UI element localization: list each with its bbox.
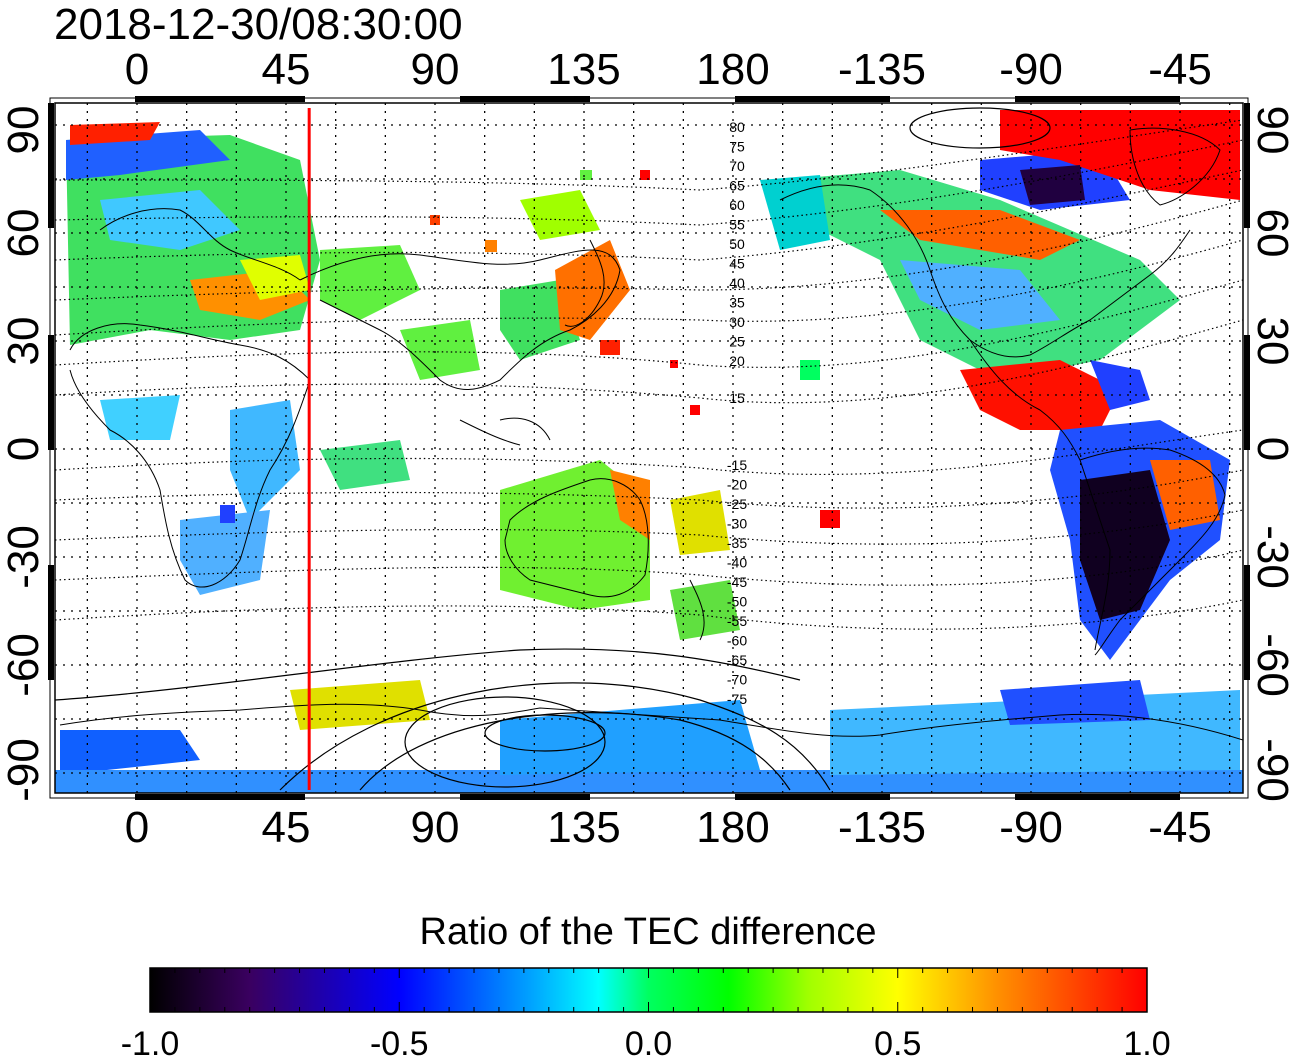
contour-label: -70 [727, 672, 747, 688]
top-lon-label: -90 [999, 45, 1063, 94]
lat-right-label: 90 [1248, 105, 1296, 155]
lat-right-label: -30 [1248, 525, 1296, 589]
contour-label: 70 [729, 158, 745, 174]
bot-lon-label: 90 [410, 803, 460, 852]
contour-label: 35 [729, 295, 745, 311]
lat-right-label: 30 [1248, 316, 1296, 366]
bot-lon-label: 180 [696, 803, 770, 852]
lat-left-label: 0 [0, 436, 48, 462]
bot-lon-label: 135 [547, 803, 621, 852]
contour-label: 50 [729, 236, 745, 252]
contour-label: -40 [727, 555, 747, 571]
contour-labels-south: -15 -20 -25 -30 -35 -40 -45 -50 -55 -60 -65 -70 -75 [727, 457, 747, 707]
contour-label: -30 [727, 516, 747, 532]
lat-right-label: -60 [1248, 633, 1296, 697]
top-lon-label: -45 [1148, 45, 1212, 94]
lat-right-label: 60 [1248, 208, 1296, 258]
contour-label: -15 [727, 457, 747, 473]
contour-label: -60 [727, 633, 747, 649]
contour-label: -75 [727, 691, 747, 707]
colorbar-tick-marks [149, 968, 1148, 1012]
contour-label: 75 [729, 139, 745, 155]
top-lon-label: 90 [410, 45, 460, 94]
contour-labels-north: 80 75 70 65 60 55 50 45 40 35 30 25 20 15 [729, 119, 745, 406]
contour-label: -25 [727, 496, 747, 512]
plot-frame [54, 102, 1244, 794]
lat-right-label: 0 [1248, 436, 1296, 462]
contour-label: 80 [729, 119, 745, 135]
colorbar-tick-label: -0.5 [369, 1025, 429, 1063]
top-lon-label: -135 [837, 45, 927, 94]
top-lon-label: 45 [261, 45, 311, 94]
bot-lon-label: -45 [1148, 803, 1212, 852]
coastlines [59, 127, 1243, 741]
bot-lon-label: -90 [999, 803, 1063, 852]
map-title: 2018-12-30/08:30:00 [54, 0, 463, 49]
contour-label: 30 [729, 314, 745, 330]
contour-label: -65 [727, 652, 747, 668]
contour-label: 40 [729, 275, 745, 291]
contour-label: 20 [729, 353, 745, 369]
colorbar-tick-label: 0.5 [874, 1025, 922, 1063]
contour-label: -50 [727, 594, 747, 610]
contour-label: -45 [727, 574, 747, 590]
contour-label: -20 [727, 477, 747, 493]
bot-lon-label: -135 [837, 803, 927, 852]
top-lon-label: 180 [696, 45, 770, 94]
tec-data-layer [55, 110, 1243, 793]
contour-label: -55 [727, 613, 747, 629]
lat-left-label: 90 [0, 105, 48, 155]
lat-left-label: -90 [0, 738, 48, 802]
contour-label: -35 [727, 535, 747, 551]
contour-label: 60 [729, 197, 745, 213]
colorbar-tick-label: -1.0 [120, 1025, 180, 1063]
contour-label: 65 [729, 178, 745, 194]
contour-label: 15 [729, 390, 745, 406]
lat-left-label: -30 [0, 525, 48, 589]
lat-left-label: -60 [0, 633, 48, 697]
contour-label: 55 [729, 217, 745, 233]
lat-left-label: 60 [0, 208, 48, 258]
colorbar-tick-label: 0.0 [624, 1025, 673, 1063]
colorbar-title: Ratio of the TEC difference [419, 911, 877, 953]
bot-lon-label: 0 [124, 803, 150, 852]
contour-label: 25 [729, 334, 745, 350]
lat-left-label: 30 [0, 316, 48, 366]
contour-label: 45 [729, 256, 745, 272]
graticule [55, 103, 1243, 793]
lat-right-label: -90 [1248, 738, 1296, 802]
magnetic-contours [55, 119, 1243, 630]
colorbar-tick-label: 1.0 [1123, 1025, 1171, 1063]
frame-bars [48, 96, 1250, 800]
top-lon-label: 135 [547, 45, 621, 94]
bot-lon-label: 45 [261, 803, 311, 852]
top-lon-label: 0 [124, 45, 150, 94]
